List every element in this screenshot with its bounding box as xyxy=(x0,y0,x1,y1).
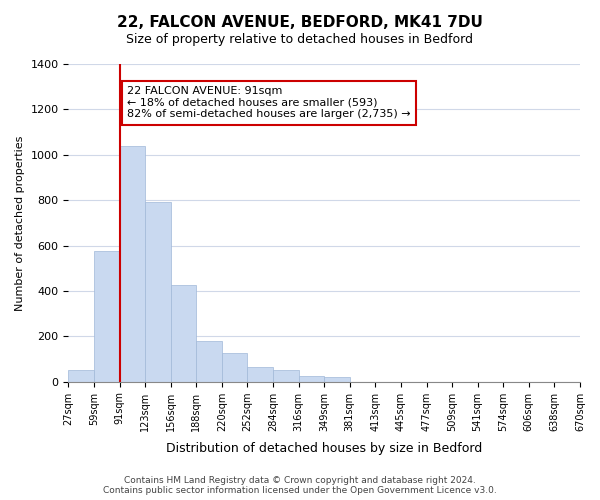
Text: Size of property relative to detached houses in Bedford: Size of property relative to detached ho… xyxy=(127,32,473,46)
Bar xyxy=(324,377,350,382)
Text: 22 FALCON AVENUE: 91sqm
← 18% of detached houses are smaller (593)
82% of semi-d: 22 FALCON AVENUE: 91sqm ← 18% of detache… xyxy=(127,86,411,120)
Text: Contains HM Land Registry data © Crown copyright and database right 2024.
Contai: Contains HM Land Registry data © Crown c… xyxy=(103,476,497,495)
Bar xyxy=(299,376,324,382)
Bar xyxy=(273,370,299,382)
Bar xyxy=(145,202,171,382)
Bar xyxy=(196,341,222,382)
Bar xyxy=(94,251,119,382)
Bar xyxy=(119,146,145,382)
X-axis label: Distribution of detached houses by size in Bedford: Distribution of detached houses by size … xyxy=(166,442,482,455)
Bar xyxy=(222,354,247,382)
Bar xyxy=(68,370,94,382)
Bar xyxy=(247,367,273,382)
Text: 22, FALCON AVENUE, BEDFORD, MK41 7DU: 22, FALCON AVENUE, BEDFORD, MK41 7DU xyxy=(117,15,483,30)
Bar xyxy=(171,285,196,382)
Y-axis label: Number of detached properties: Number of detached properties xyxy=(15,135,25,310)
